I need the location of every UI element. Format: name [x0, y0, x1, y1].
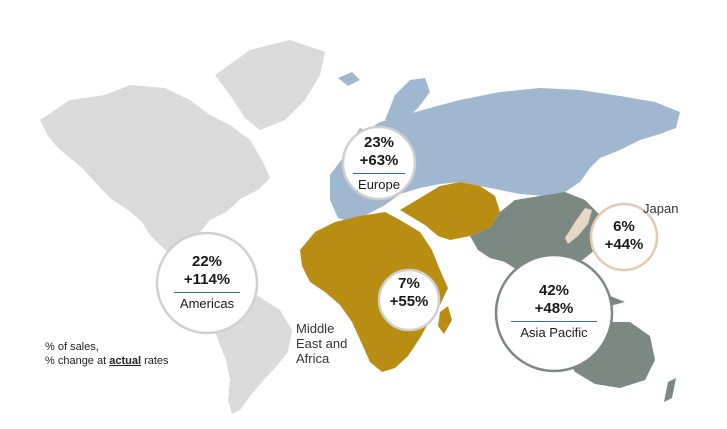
mea-landmass [300, 182, 500, 372]
legend-prefix: % change at [45, 355, 110, 367]
middle-east-shape [400, 182, 500, 240]
asia-pacific-share: 42% [538, 282, 570, 299]
greenland-shape [215, 40, 325, 130]
japan-region-name: Japan [643, 201, 679, 216]
americas-label: 22% +114% Americas [174, 253, 240, 311]
americas-name: Americas [179, 296, 235, 311]
asia-pacific-rule [511, 321, 597, 322]
asia-pacific-label: 42% +48% Asia Pacific [511, 282, 597, 340]
legend: % of sales, % change at actual rates [45, 340, 169, 368]
north-america-shape [40, 85, 270, 258]
asia-pacific-name: Asia Pacific [520, 325, 588, 340]
japan-share: 6% [613, 218, 635, 235]
europe-rule [353, 173, 405, 174]
japan-shape [565, 208, 592, 244]
legend-line-1: % of sales, [45, 341, 99, 353]
europe-name: Europe [358, 177, 400, 192]
madagascar-shape [438, 306, 452, 334]
legend-bold: actual [109, 355, 142, 367]
iceland-shape [338, 72, 360, 86]
europe-bubble [341, 125, 417, 201]
japan-change: +44% [604, 236, 644, 253]
scandinavia-shape [385, 78, 430, 120]
mea-change: +55% [389, 293, 429, 310]
asia-shape [470, 192, 605, 276]
americas-bubble [155, 231, 259, 335]
mea-region-name: Middle East and Africa [296, 321, 348, 366]
europe-share: 23% [363, 134, 395, 151]
asia-pacific-bubble [494, 253, 614, 373]
europe-change: +63% [359, 152, 399, 169]
americas-change: +114% [183, 271, 231, 288]
japan-label: 6% +44% [605, 218, 644, 254]
legend-line-2: % change at actual rates [45, 354, 169, 368]
legend-suffix: rates [141, 355, 169, 367]
asia-pacific-change: +48% [534, 300, 574, 317]
japan-bubble [589, 202, 659, 272]
mea-bubble [377, 268, 441, 332]
mea-label: 7% +55% [390, 275, 429, 311]
japan-landmass [565, 208, 592, 244]
russia-europe-shape [330, 88, 680, 222]
mea-share: 7% [398, 275, 420, 292]
africa-shape [300, 212, 448, 372]
americas-rule [174, 292, 240, 293]
europe-label: 23% +63% Europe [353, 134, 405, 192]
new-zealand-shape [664, 378, 676, 402]
americas-share: 22% [191, 253, 223, 270]
